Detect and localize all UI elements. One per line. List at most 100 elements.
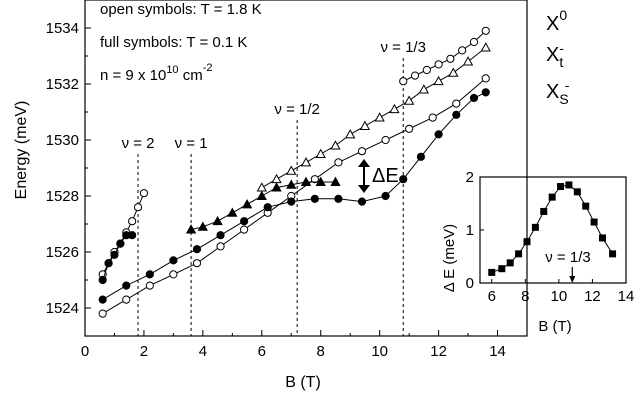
series-labels: X0 Xt- XS- <box>546 7 570 107</box>
x-tick-label: 6 <box>258 343 266 360</box>
data-point <box>452 99 461 108</box>
data-point <box>462 56 474 66</box>
data-point <box>139 189 149 198</box>
density-unit-exponent: -2 <box>203 62 213 74</box>
data-point <box>110 250 119 259</box>
data-point <box>374 112 385 122</box>
data-point <box>241 199 253 209</box>
inset-y-axis-label: Δ E (meV) <box>441 224 458 292</box>
data-point <box>357 147 367 156</box>
data-point <box>345 129 356 139</box>
series-line <box>261 47 487 189</box>
y-tick-label: 1530 <box>46 132 79 149</box>
x-tick-label: 8 <box>317 343 325 360</box>
y-tick-label: 1532 <box>46 76 79 93</box>
data-point <box>481 26 490 35</box>
inset-data-point <box>590 218 598 226</box>
data-point <box>98 275 107 285</box>
data-point <box>399 77 408 86</box>
data-point <box>286 165 297 175</box>
data-point <box>212 215 223 226</box>
data-point <box>434 60 443 69</box>
density-base: n = 9 x 10 <box>100 67 166 84</box>
data-point <box>240 225 249 234</box>
data-point <box>357 197 367 206</box>
data-point <box>104 259 113 268</box>
x-tick-label: 14 <box>489 343 506 360</box>
inset-series-layer <box>488 181 617 276</box>
data-point <box>469 93 479 103</box>
inset-data-point <box>548 193 556 201</box>
data-point <box>263 203 272 212</box>
data-point <box>334 158 343 167</box>
data-point <box>403 95 415 105</box>
data-point <box>256 182 267 192</box>
data-point <box>122 295 131 304</box>
data-point <box>410 71 420 80</box>
inset-data-point <box>565 181 573 189</box>
data-point <box>122 281 131 290</box>
inset-data-point <box>531 223 539 231</box>
data-point <box>300 157 312 167</box>
data-point <box>334 194 343 203</box>
data-point <box>240 217 249 226</box>
series-label: X0 <box>546 7 567 35</box>
data-point <box>446 54 455 63</box>
inset-x-tick-label: 12 <box>584 288 601 305</box>
filling-factor-label: ν = 1/3 <box>381 39 426 56</box>
x-tick-label: 0 <box>81 343 89 360</box>
data-point <box>310 175 319 184</box>
data-point <box>448 67 459 77</box>
filling-factor-label: ν = 2 <box>122 135 155 152</box>
data-point <box>434 130 443 139</box>
data-point <box>469 37 479 47</box>
x-tick-label: 4 <box>199 343 207 360</box>
data-point <box>197 221 209 231</box>
data-point <box>227 207 238 217</box>
data-point <box>481 88 490 97</box>
data-point <box>216 231 225 240</box>
y-tick-label: 1534 <box>46 20 79 37</box>
filling-factor-label: ν = 1/2 <box>274 101 319 118</box>
data-point <box>330 176 341 186</box>
data-point <box>359 120 371 130</box>
inset-x-tick-label: 8 <box>521 288 529 305</box>
inset-y-tick-label: 2 <box>466 169 474 186</box>
data-point <box>405 124 414 133</box>
open-symbols-note: open symbols: T = 1.8 K <box>100 1 262 18</box>
inset-data-point <box>506 259 514 267</box>
inset-x-tick-label: 14 <box>618 288 635 305</box>
inset-arrow <box>569 267 576 283</box>
inset-data-point <box>515 250 523 258</box>
inset-data-point <box>523 238 531 246</box>
data-point <box>169 270 178 279</box>
data-point <box>315 148 326 158</box>
data-point <box>271 173 282 184</box>
x-tick-label: 2 <box>140 343 148 360</box>
data-point <box>185 224 197 234</box>
x-tick-label: 10 <box>371 343 388 360</box>
inset-data-point <box>498 265 506 273</box>
data-point <box>458 46 467 55</box>
inset-x-tick-label: 10 <box>551 288 568 305</box>
main-series-layer <box>98 26 491 318</box>
density-unit: cm <box>179 67 203 84</box>
data-point <box>399 175 408 184</box>
delta-e-label: ΔE <box>372 165 399 187</box>
data-point <box>418 84 430 94</box>
data-point <box>128 231 137 240</box>
data-point <box>330 140 341 150</box>
inset-data-point <box>557 183 565 191</box>
data-point <box>381 135 390 145</box>
data-point <box>433 75 444 86</box>
data-point <box>428 113 437 122</box>
data-point <box>381 191 390 201</box>
data-point <box>192 259 202 268</box>
inset-x-axis-label: B (T) <box>538 318 571 335</box>
inset-data-point <box>573 188 581 196</box>
inset-data-point <box>609 250 617 258</box>
y-tick-label: 1528 <box>46 188 79 205</box>
y-axis-label: Energy (meV) <box>13 101 30 200</box>
